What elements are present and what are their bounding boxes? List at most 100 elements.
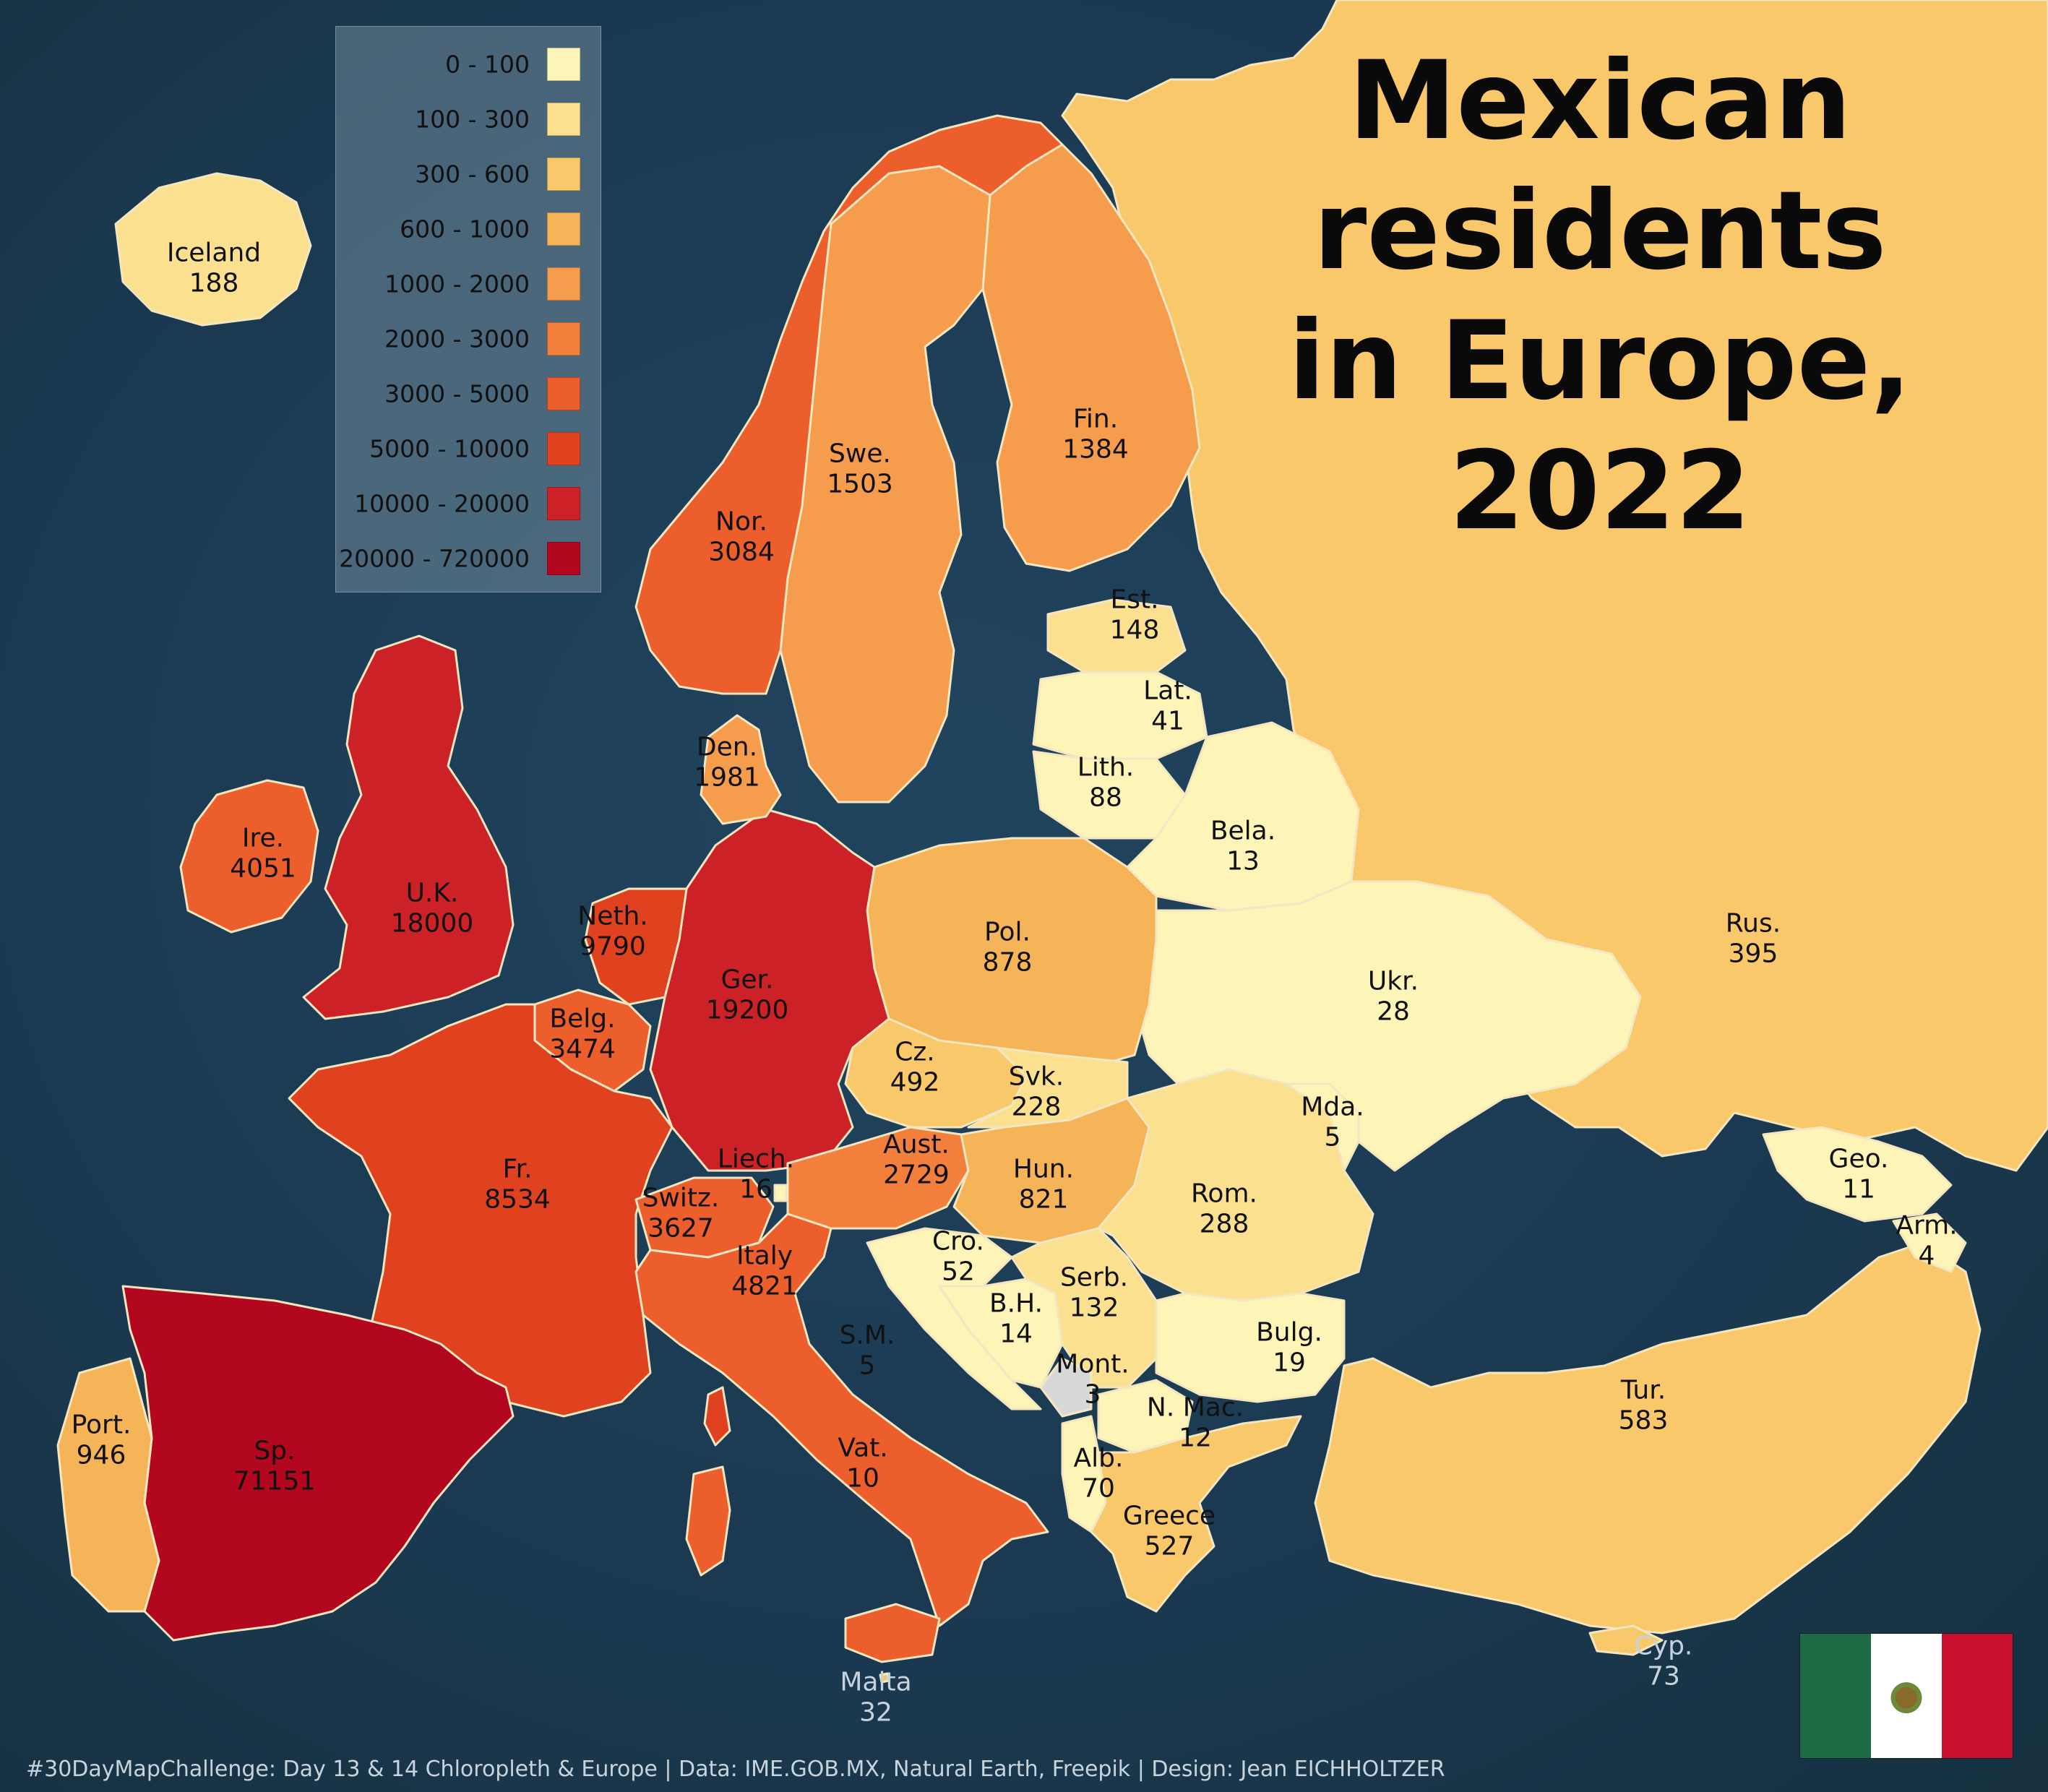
country-label-montenegro: Mont. 3: [1056, 1350, 1129, 1411]
country-value: 1384: [1062, 435, 1129, 465]
legend-swatch: [547, 48, 580, 81]
country-value: 13: [1226, 847, 1260, 876]
country-name: Mont.: [1056, 1349, 1130, 1379]
country-shape-bulgaria: [1155, 1292, 1346, 1403]
legend-label: 10000 - 20000: [354, 489, 530, 518]
title-line-3: in Europe,: [1288, 298, 1912, 424]
country-name: Svk.: [1008, 1061, 1064, 1092]
country-value: 583: [1618, 1406, 1669, 1436]
country-label-switzerland: Switz. 3627: [642, 1184, 720, 1245]
country-name: Sp.: [254, 1436, 296, 1466]
country-shape-italy: [634, 1212, 1049, 1627]
country-value: 132: [1069, 1293, 1119, 1323]
country-label-hungary: Hun. 821: [1013, 1155, 1074, 1216]
country-label-liechtenstein: Liech. 16: [718, 1145, 794, 1206]
country-value: 9790: [580, 932, 646, 962]
country-shape-finland: [981, 143, 1201, 572]
country-shape-norway: [634, 114, 1064, 695]
country-name: Pol.: [984, 917, 1031, 947]
country-value: 878: [982, 948, 1033, 978]
country-shape-netherlands: [584, 887, 688, 1006]
legend-label: 2000 - 3000: [384, 324, 530, 353]
country-name: Greece: [1122, 1501, 1216, 1531]
country-label-belgium: Belg. 3474: [549, 1004, 616, 1066]
country-label-sanmarino: S.M. 5: [840, 1321, 895, 1382]
country-name: Serb.: [1059, 1262, 1129, 1293]
country-shape-ukraine: [1126, 880, 1642, 1172]
country-label-moldova: Mda. 5: [1301, 1093, 1364, 1154]
legend-item: 1000 - 2000: [336, 262, 601, 306]
country-label-malta: Malta 32: [840, 1668, 911, 1729]
legend-item: 0 - 100: [336, 43, 601, 86]
country-value: 18000: [390, 909, 474, 939]
legend-swatch: [547, 377, 580, 410]
country-shape-portugal: [56, 1357, 160, 1613]
country-name: Bela.: [1210, 816, 1276, 846]
country-name: Nor.: [715, 507, 767, 537]
country-value: 71151: [233, 1467, 317, 1496]
country-shape-sardinia: [685, 1465, 731, 1577]
country-name: Arm.: [1896, 1210, 1958, 1241]
legend-swatch: [547, 432, 580, 465]
country-value: 4821: [731, 1272, 798, 1301]
country-label-portugal: Port. 946: [72, 1410, 132, 1472]
legend-label: 1000 - 2000: [384, 270, 530, 298]
country-name: Est.: [1110, 585, 1159, 615]
country-label-bulgaria: Bulg. 19: [1256, 1318, 1322, 1379]
country-label-ireland: Ire. 4051: [230, 824, 296, 885]
country-value: 12: [1179, 1423, 1212, 1453]
country-value: 32: [859, 1698, 892, 1728]
country-name: Ukr.: [1367, 966, 1419, 996]
country-label-albania: Alb. 70: [1074, 1444, 1124, 1505]
legend-label: 100 - 300: [415, 105, 530, 134]
country-shape-greece: [1090, 1415, 1302, 1613]
country-shape-germany: [649, 808, 890, 1172]
country-value: 4: [1918, 1241, 1935, 1271]
legend-label: 3000 - 5000: [384, 379, 530, 408]
country-value: 3084: [708, 538, 775, 567]
country-value: 5: [1324, 1123, 1341, 1153]
legend-item: 300 - 600: [336, 152, 601, 196]
country-label-georgia: Geo. 11: [1829, 1145, 1889, 1206]
country-name: Neth.: [577, 901, 648, 931]
country-value: 16: [739, 1175, 773, 1205]
country-name: Bulg.: [1256, 1317, 1322, 1348]
country-label-germany: Ger. 19200: [706, 965, 789, 1027]
legend-label: 20000 - 720000: [339, 544, 530, 573]
country-name: Ger.: [720, 965, 774, 995]
country-value: 3474: [549, 1035, 616, 1064]
country-shape-montenegro: [1039, 1357, 1093, 1418]
country-label-spain: Sp. 71151: [233, 1436, 317, 1498]
legend-swatch: [547, 487, 580, 520]
country-name: Italy: [736, 1241, 793, 1271]
country-name: Lat.: [1143, 676, 1192, 706]
country-name: Hun.: [1012, 1154, 1075, 1184]
country-label-turkey: Tur. 583: [1619, 1376, 1669, 1437]
country-value: 527: [1144, 1532, 1195, 1561]
country-shape-sicily: [844, 1603, 941, 1663]
legend-item: 3000 - 5000: [336, 372, 601, 415]
country-value: 41: [1151, 707, 1184, 736]
legend-swatch: [547, 267, 580, 301]
country-value: 3627: [647, 1214, 714, 1244]
country-shape-serbia: [1010, 1227, 1158, 1389]
country-label-sweden: Swe. 1503: [827, 439, 893, 501]
country-value: 52: [942, 1257, 975, 1287]
country-name: Alb.: [1073, 1443, 1124, 1473]
country-name: Iceland: [166, 238, 262, 268]
country-shape-liechtenstein: [773, 1184, 788, 1202]
country-shape-corsica: [703, 1386, 731, 1447]
country-name: Tur.: [1620, 1375, 1666, 1405]
legend-item: 100 - 300: [336, 98, 601, 141]
country-name: Rus.: [1725, 908, 1781, 939]
country-shape-georgia: [1762, 1126, 1953, 1223]
legend-label: 600 - 1000: [400, 215, 530, 244]
country-value: 821: [1018, 1185, 1069, 1215]
country-value: 8534: [484, 1185, 551, 1215]
legend-swatch: [547, 322, 580, 356]
legend-swatch: [547, 158, 580, 191]
country-name: Den.: [696, 732, 758, 762]
country-label-uk: U.K. 18000: [391, 879, 474, 940]
country-label-belarus: Bela. 13: [1210, 817, 1275, 878]
